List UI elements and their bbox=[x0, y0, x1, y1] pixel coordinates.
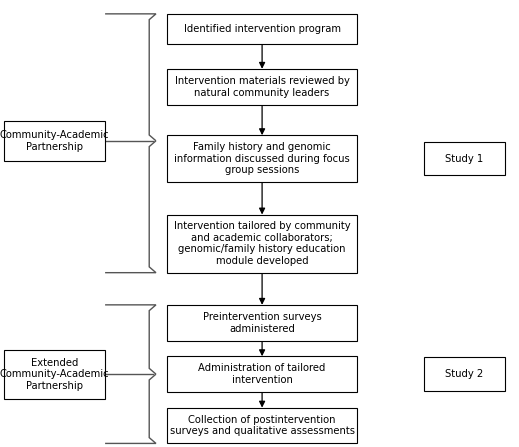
FancyBboxPatch shape bbox=[4, 121, 105, 161]
Text: Study 2: Study 2 bbox=[445, 369, 484, 379]
FancyBboxPatch shape bbox=[4, 350, 105, 399]
FancyBboxPatch shape bbox=[425, 142, 504, 175]
Text: Collection of postintervention
surveys and qualitative assessments: Collection of postintervention surveys a… bbox=[170, 415, 354, 436]
FancyBboxPatch shape bbox=[167, 69, 357, 105]
FancyBboxPatch shape bbox=[167, 135, 357, 182]
Text: Preintervention surveys
administered: Preintervention surveys administered bbox=[203, 312, 321, 333]
FancyBboxPatch shape bbox=[167, 305, 357, 341]
FancyBboxPatch shape bbox=[167, 215, 357, 273]
Text: Family history and genomic
information discussed during focus
group sessions: Family history and genomic information d… bbox=[174, 142, 350, 175]
Text: Administration of tailored
intervention: Administration of tailored intervention bbox=[198, 363, 326, 385]
FancyBboxPatch shape bbox=[167, 356, 357, 392]
Text: Study 1: Study 1 bbox=[445, 154, 484, 164]
Text: Identified intervention program: Identified intervention program bbox=[184, 24, 340, 34]
Text: Extended
Community-Academic
Partnership: Extended Community-Academic Partnership bbox=[0, 358, 110, 391]
FancyBboxPatch shape bbox=[425, 358, 504, 391]
FancyBboxPatch shape bbox=[167, 14, 357, 44]
Text: Community-Academic
Partnership: Community-Academic Partnership bbox=[0, 130, 110, 152]
Text: Intervention materials reviewed by
natural community leaders: Intervention materials reviewed by natur… bbox=[175, 76, 349, 98]
Text: Intervention tailored by community
and academic collaborators;
genomic/family hi: Intervention tailored by community and a… bbox=[174, 221, 350, 266]
FancyBboxPatch shape bbox=[167, 408, 357, 443]
